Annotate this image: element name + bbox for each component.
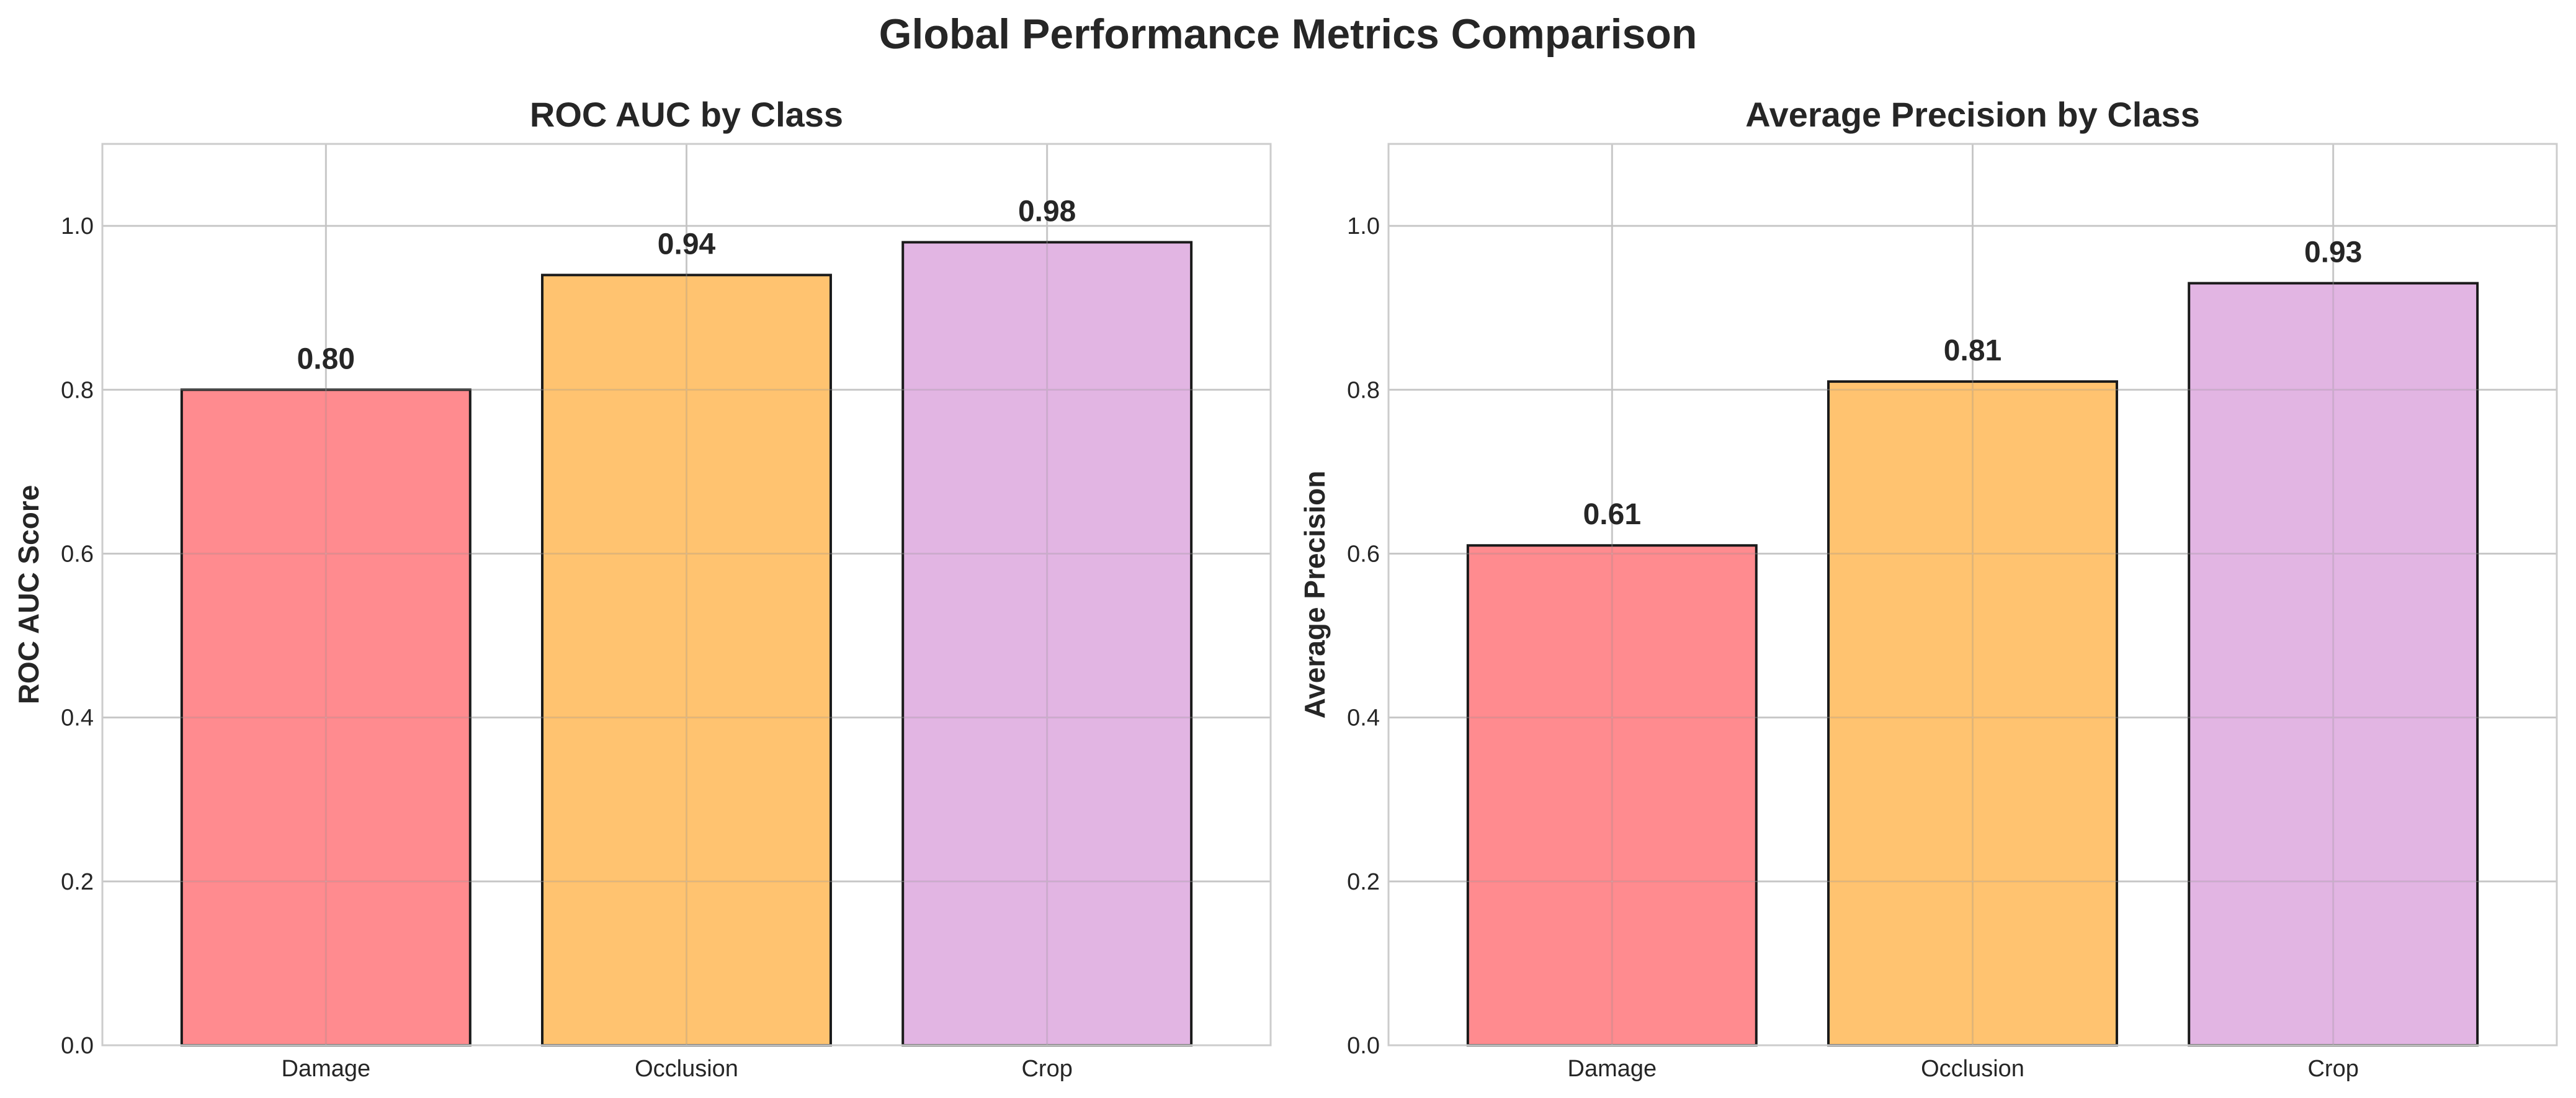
roc-auc-panel: 0.80 0.94 0.98 0.0 0.2 0.4 0.6 0.8 1.0 Damage Occl… [12, 95, 1272, 1082]
panel-0-value-label-damage: 0.80 [297, 342, 355, 375]
panel-1-y-tick-label: 0.4 [1347, 705, 1380, 731]
panel-0-axes-frame [101, 143, 1272, 1047]
panel-1-y-tick-label: 0.0 [1347, 1033, 1380, 1059]
panel-1-y-tick-label: 0.2 [1347, 869, 1380, 895]
panel-0-title: ROC AUC by Class [530, 95, 843, 134]
panel-0-y-tick-label: 0.6 [61, 541, 94, 567]
panel-1-value-label-occlusion: 0.81 [1944, 334, 2001, 367]
panel-1-x-tick-label-damage: Damage [1568, 1056, 1657, 1082]
average-precision-panel: 0.61 0.81 0.93 0.0 0.2 0.4 0.6 0.8 1.0 Damage Occl… [1299, 95, 2558, 1082]
panel-0-x-tick-label-crop: Crop [1021, 1056, 1072, 1082]
figure-title: Global Performance Metrics Comparison [879, 11, 1697, 58]
panel-1-x-tick-label-occlusion: Occlusion [1921, 1056, 2024, 1082]
panel-0-x-tick-label-occlusion: Occlusion [635, 1056, 738, 1082]
panel-0-y-tick-label: 0.8 [61, 377, 94, 403]
panel-0-bar-occlusion [541, 274, 832, 1047]
panel-0-bar-damage [180, 388, 472, 1047]
panel-1-y-tick-label: 1.0 [1347, 213, 1380, 239]
panel-1-bar-occlusion [1827, 380, 2118, 1047]
panel-1-y-tick-label: 0.6 [1347, 541, 1380, 567]
panel-0-y-tick-label: 0.0 [61, 1033, 94, 1059]
panel-0-bar-crop [901, 241, 1193, 1047]
panel-1-title: Average Precision by Class [1745, 95, 2200, 134]
panel-1-y-axis-label: Average Precision [1299, 471, 1331, 719]
panel-0-value-label-crop: 0.98 [1018, 195, 1076, 228]
panel-0-y-tick-label: 0.2 [61, 869, 94, 895]
panel-1-bar-damage [1466, 544, 1758, 1047]
panel-0-value-label-occlusion: 0.94 [658, 228, 716, 261]
panel-1-bar-crop [2188, 282, 2479, 1047]
panel-1-x-tick-label-crop: Crop [2307, 1056, 2358, 1082]
panel-0-y-axis-label: ROC AUC Score [12, 485, 45, 705]
panel-1-axes-frame [1387, 143, 2558, 1047]
panel-1-y-tick-label: 0.8 [1347, 377, 1380, 403]
panel-0-y-tick-label: 1.0 [61, 213, 94, 239]
panel-1-value-label-crop: 0.93 [2304, 236, 2362, 269]
panel-1-value-label-damage: 0.61 [1583, 498, 1641, 531]
panel-0-x-tick-label-damage: Damage [282, 1056, 371, 1082]
panel-0-y-tick-label: 0.4 [61, 705, 94, 731]
